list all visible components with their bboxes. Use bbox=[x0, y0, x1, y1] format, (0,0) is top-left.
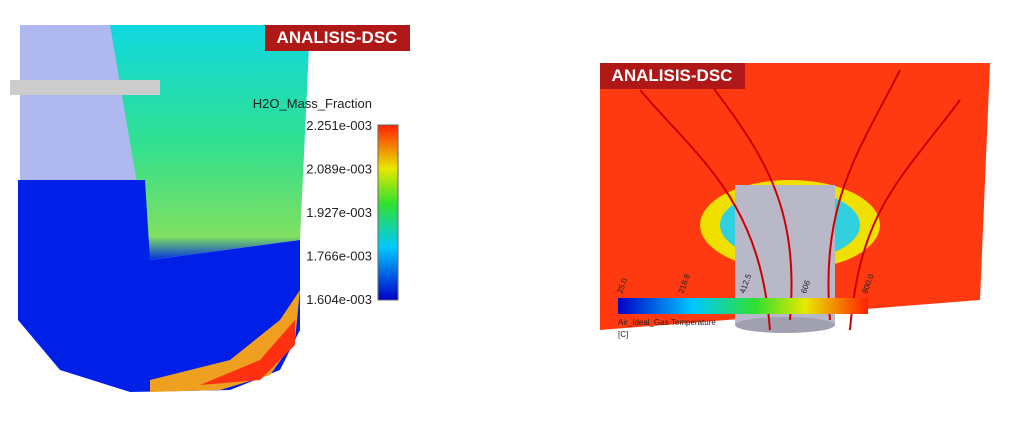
colorbar bbox=[618, 298, 868, 314]
legend-label: 2.089e-003 bbox=[306, 162, 372, 177]
legend-title: Air_Ideal_Gas.Temperature bbox=[618, 318, 716, 327]
legend-label: 1.927e-003 bbox=[306, 205, 372, 220]
legend-label: 1.604e-003 bbox=[306, 292, 372, 307]
colorbar bbox=[377, 124, 399, 301]
legend-title: H2O_Mass_Fraction bbox=[253, 96, 372, 111]
right-image: ANALISIS-DSC Air_Ideal_Gas.Temperature [… bbox=[600, 63, 990, 339]
legend-label: 2.251e-003 bbox=[306, 118, 372, 133]
legend-unit: [C] bbox=[618, 330, 628, 339]
legend-label: 1.766e-003 bbox=[306, 249, 372, 264]
logo: ANALISIS-DSC bbox=[277, 28, 398, 47]
logo: ANALISIS-DSC bbox=[612, 66, 733, 85]
legend-label: 606 bbox=[799, 279, 812, 295]
left-image: ANALISIS-DSC H2O_Mass_Fraction bbox=[10, 25, 410, 392]
